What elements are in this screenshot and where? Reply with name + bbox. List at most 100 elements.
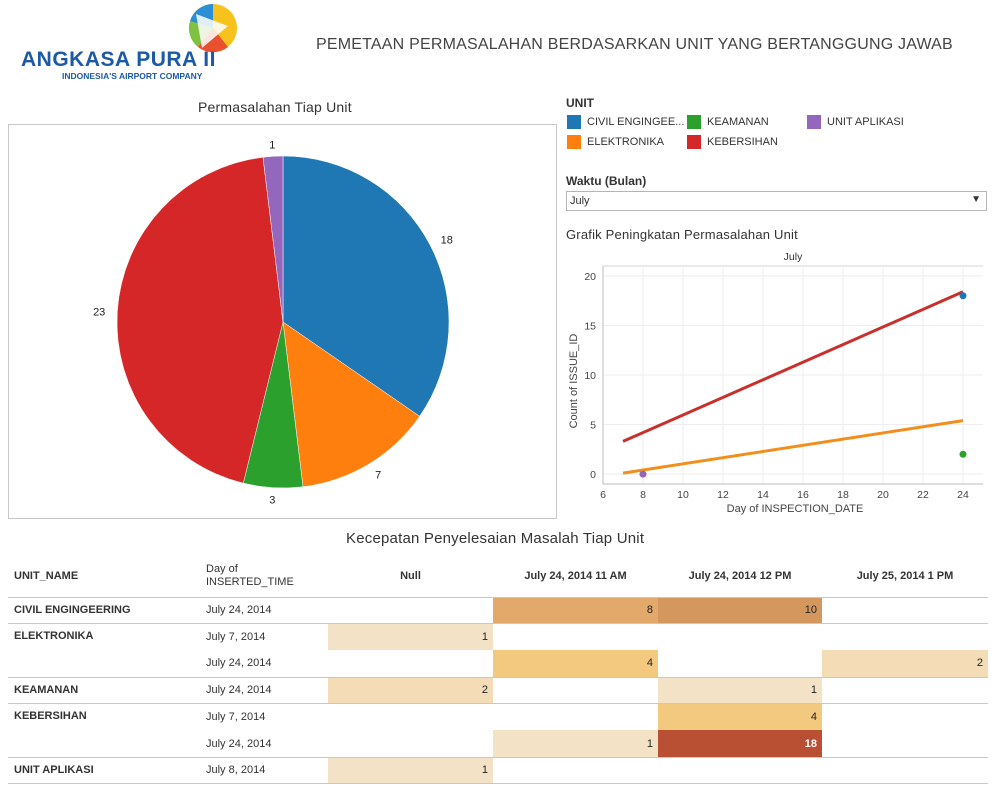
pie-chart[interactable]: 18 7 3 23 1 [9,125,558,520]
x-axis-label: Day of INSPECTION_DATE [727,503,864,515]
column-header-time-3[interactable]: July 25, 2014 1 PM [822,556,988,598]
legend-label: CIVIL ENGINGEE... [587,116,685,128]
row-unit-name: KEBERSIHAN [8,703,200,731]
table-cell[interactable] [328,596,493,624]
table-cell[interactable] [822,756,988,785]
row-unit-name [8,650,200,677]
table-cell[interactable] [493,676,658,704]
y-tick-label: 20 [584,271,596,283]
trend-line-elektronika [622,419,964,475]
line-chart[interactable]: July 6 8 10 12 14 16 18 20 22 24 0 5 10 15 20 Day of INS… [558,244,988,524]
table-cell[interactable]: 4 [658,703,822,731]
column-header-null[interactable]: Null [328,556,493,598]
legend-item-elektronika[interactable]: ELEKTRONIKA [567,134,664,150]
line-chart-title: Grafik Peningkatan Permasalahan Unit [566,227,798,242]
table-cell[interactable] [822,676,988,704]
table-row: KEAMANAN July 24, 2014 2 1 [8,676,988,704]
legend-swatch [807,115,821,129]
table-cell[interactable]: 18 [658,730,822,758]
legend-swatch [687,115,701,129]
row-day-value: July 24, 2014 [200,596,328,624]
row-day-value: July 8, 2014 [200,756,328,785]
table-cell[interactable] [658,650,822,677]
panel-header-label: July [784,251,803,263]
legend-label: KEBERSIHAN [707,136,778,148]
table-cell[interactable] [493,703,658,731]
filter-title: Waktu (Bulan) [566,174,647,188]
table-row: KEBERSIHAN July 7, 2014 4 [8,703,988,731]
table-cell[interactable]: 1 [328,623,493,651]
table-cell[interactable] [822,596,988,624]
table-cell[interactable] [493,623,658,651]
table-cell[interactable]: 4 [493,650,658,678]
table-cell[interactable] [328,650,493,677]
y-tick-label: 5 [590,420,596,432]
column-header-day[interactable]: Day of INSERTED_TIME [200,556,328,598]
row-unit-name: ELEKTRONIKA [8,623,200,651]
legend-item-civil[interactable]: CIVIL ENGINGEE... [567,114,684,130]
row-unit-name: CIVIL ENGINGEERING [8,596,200,624]
chevron-down-icon[interactable]: ▼ [971,194,981,205]
table-row: ELEKTRONIKA July 7, 2014 1 [8,623,988,651]
y-tick-label: 15 [584,320,596,332]
table-cell[interactable]: 8 [493,596,658,624]
panel-header-box [603,246,983,266]
logo-tagline: INDONESIA'S AIRPORT COMPANY [62,71,203,81]
table-cell[interactable] [328,703,493,731]
table-cell[interactable]: 1 [493,730,658,758]
pie-value-label: 1 [269,139,275,151]
x-tick-label: 20 [877,489,889,501]
row-day-value: July 24, 2014 [200,676,328,704]
dashboard-title: PEMETAAN PERMASALAHAN BERDASARKAN UNIT Y… [316,36,953,53]
table-cell[interactable] [658,756,822,785]
legend-item-kebersihan[interactable]: KEBERSIHAN [687,134,778,150]
legend-item-keamanan[interactable]: KEAMANAN [687,114,769,130]
x-tick-label: 18 [837,489,849,501]
legend-swatch [687,135,701,149]
legend-label: ELEKTRONIKA [587,136,665,148]
x-tick-label: 16 [797,489,809,501]
table-cell[interactable]: 1 [658,676,822,704]
table-row: CIVIL ENGINGEERING July 24, 2014 8 10 [8,596,988,624]
month-filter-dropdown[interactable]: July ▼ [566,191,987,211]
table-cell[interactable]: 10 [658,596,822,624]
table-title: Kecepatan Penyelesaian Masalah Tiap Unit [346,530,645,547]
pie-value-label: 18 [441,234,453,246]
pie-slice-elektronika[interactable] [282,321,420,488]
table-cell[interactable] [493,756,658,785]
column-header-time-1[interactable]: July 24, 2014 11 AM [493,556,658,598]
table-cell[interactable] [822,703,988,731]
y-tick-label: 10 [584,370,596,382]
legend-label: KEAMANAN [707,116,769,128]
table-cell[interactable] [328,730,493,757]
row-unit-name [8,730,200,757]
table-row: July 24, 2014 1 18 [8,730,988,758]
pie-slice-civil-engingeering[interactable] [282,155,450,417]
x-tick-label: 8 [640,489,646,501]
column-header-time-2[interactable]: July 24, 2014 12 PM [658,556,822,598]
table-cell[interactable]: 2 [328,676,493,704]
x-tick-label: 24 [957,489,969,501]
table-cell[interactable] [658,623,822,651]
x-tick-label: 12 [717,489,729,501]
table-cell[interactable] [822,623,988,651]
table-cell[interactable]: 2 [822,650,988,678]
pie-slice-kebersihan[interactable] [116,156,284,484]
pie-slice-unit-aplikasi[interactable] [262,155,284,323]
column-header-unit[interactable]: UNIT_NAME [8,556,200,598]
pie-chart-title: Permasalahan Tiap Unit [198,99,352,115]
x-tick-label: 6 [600,489,606,501]
y-tick-label: 0 [590,469,596,481]
table-cell[interactable]: 1 [328,756,493,785]
row-day-value: July 24, 2014 [206,657,272,670]
pie-chart-panel[interactable]: 18 7 3 23 1 [8,124,557,519]
data-point-unit-aplikasi[interactable] [639,470,647,478]
trend-line-kebersihan [622,290,964,443]
row-day-value: July 24, 2014 [206,737,272,750]
legend-item-unit-aplikasi[interactable]: UNIT APLIKASI [807,114,904,130]
data-point-keamanan[interactable] [959,450,967,458]
data-point-civil-engingeering[interactable] [959,292,967,300]
pie-value-label: 3 [269,495,275,507]
legend-swatch [567,115,581,129]
table-cell[interactable] [822,730,988,757]
